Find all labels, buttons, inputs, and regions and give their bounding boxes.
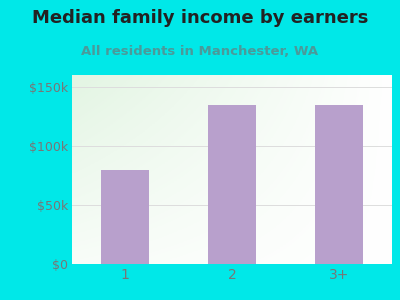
Text: All residents in Manchester, WA: All residents in Manchester, WA [82, 45, 318, 58]
Text: Median family income by earners: Median family income by earners [32, 9, 368, 27]
Bar [208, 104, 256, 264]
Bar [315, 104, 363, 264]
Bar [101, 169, 149, 264]
